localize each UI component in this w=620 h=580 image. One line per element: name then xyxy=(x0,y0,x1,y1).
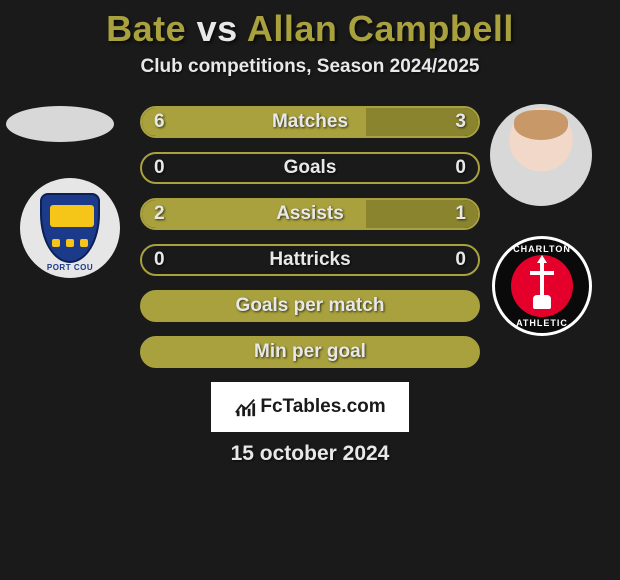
subtitle: Club competitions, Season 2024/2025 xyxy=(0,56,620,78)
stat-label: Goals xyxy=(284,157,337,179)
player2-avatar xyxy=(490,104,592,206)
stat-label: Assists xyxy=(276,203,344,225)
stat-value-right: 3 xyxy=(455,111,466,133)
player1-avatar xyxy=(6,106,114,142)
club2-text-bottom: ATHLETIC xyxy=(495,318,589,328)
stat-row: 0 Hattricks 0 xyxy=(140,244,480,276)
stat-value-left: 6 xyxy=(154,111,165,133)
brand-text: FcTables.com xyxy=(260,396,385,418)
stat-row: Goals per match xyxy=(140,290,480,322)
stat-value-right: 0 xyxy=(455,157,466,179)
stat-value-left: 2 xyxy=(154,203,165,225)
club1-ring-text: PORT COU xyxy=(20,263,120,272)
stat-value-right: 1 xyxy=(455,203,466,225)
title-player1: Bate xyxy=(106,8,186,49)
stat-label: Min per goal xyxy=(254,341,366,363)
stat-row: Min per goal xyxy=(140,336,480,368)
stat-value-left: 0 xyxy=(154,249,165,271)
title-player2: Allan Campbell xyxy=(247,8,514,49)
main-area: PORT COU CHARLTON ATHLETIC 6 Matches 3 0 Goa… xyxy=(0,106,620,466)
club2-text-top: CHARLTON xyxy=(495,244,589,254)
club2-inner-circle xyxy=(511,255,573,317)
stat-label: Matches xyxy=(272,111,348,133)
player1-club-badge: PORT COU xyxy=(20,178,120,278)
player2-club-badge: CHARLTON ATHLETIC xyxy=(492,236,592,336)
date-line: 15 october 2024 xyxy=(0,442,620,466)
stat-value-right: 0 xyxy=(455,249,466,271)
comparison-title: Bate vs Allan Campbell xyxy=(0,8,620,50)
brand-chart-icon xyxy=(234,396,256,418)
comparison-card: Bate vs Allan Campbell Club competitions… xyxy=(0,0,620,466)
brand-logo-box: FcTables.com xyxy=(211,382,409,432)
club1-shield-icon xyxy=(40,193,100,263)
stat-rows: 6 Matches 3 0 Goals 0 2 Assists 1 0 Hattricks 0 Goal… xyxy=(140,106,480,368)
stat-row: 2 Assists 1 xyxy=(140,198,480,230)
stat-label: Goals per match xyxy=(236,295,385,317)
stat-label: Hattricks xyxy=(269,249,350,271)
stat-row: 0 Goals 0 xyxy=(140,152,480,184)
stat-value-left: 0 xyxy=(154,157,165,179)
club2-hand-icon xyxy=(533,295,551,309)
title-vs: vs xyxy=(197,8,238,49)
stat-row: 6 Matches 3 xyxy=(140,106,480,138)
